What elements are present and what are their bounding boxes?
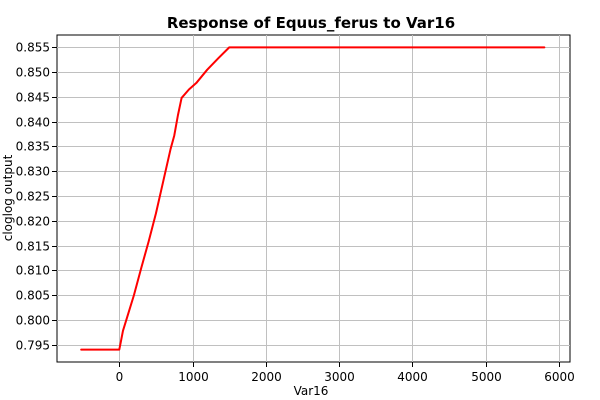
- y-tick-label: 0.855: [16, 41, 50, 55]
- y-tick-label: 0.840: [16, 116, 50, 130]
- x-tick-label: 4000: [397, 370, 428, 384]
- y-tick-label: 0.845: [16, 91, 50, 105]
- series-layer: [80, 46, 546, 351]
- x-tick-label: 6000: [544, 370, 575, 384]
- y-tick-label: 0.850: [16, 66, 50, 80]
- x-tick-label: 2000: [251, 370, 282, 384]
- y-tick-label: 0.825: [16, 190, 50, 204]
- y-axis-ticks: 0.795 0.800 0.805 0.810 0.815 0.820 0.825 0.830…: [16, 41, 57, 353]
- y-tick-label: 0.835: [16, 140, 50, 154]
- grid-lines: [57, 35, 570, 362]
- x-axis-ticks: 0 1000 2000 3000 4000 5000 6000: [116, 362, 575, 384]
- plot-area: [56, 34, 571, 363]
- y-tick-label: 0.800: [16, 314, 50, 328]
- x-tick-label: 0: [116, 370, 124, 384]
- y-tick-label: 0.815: [16, 240, 50, 254]
- y-tick-label: 0.810: [16, 264, 50, 278]
- x-tick-label: 3000: [324, 370, 355, 384]
- y-tick-label: 0.830: [16, 165, 50, 179]
- y-tick-label: 0.795: [16, 339, 50, 353]
- y-tick-label: 0.820: [16, 215, 50, 229]
- x-tick-label: 1000: [178, 370, 209, 384]
- response-curve: [80, 46, 546, 351]
- y-axis-label: cloglog output: [1, 154, 15, 241]
- y-tick-label: 0.805: [16, 289, 50, 303]
- chart-title: Response of Equus_ferus to Var16: [167, 14, 455, 32]
- x-axis-label: Var16: [294, 384, 329, 398]
- x-tick-label: 5000: [471, 370, 502, 384]
